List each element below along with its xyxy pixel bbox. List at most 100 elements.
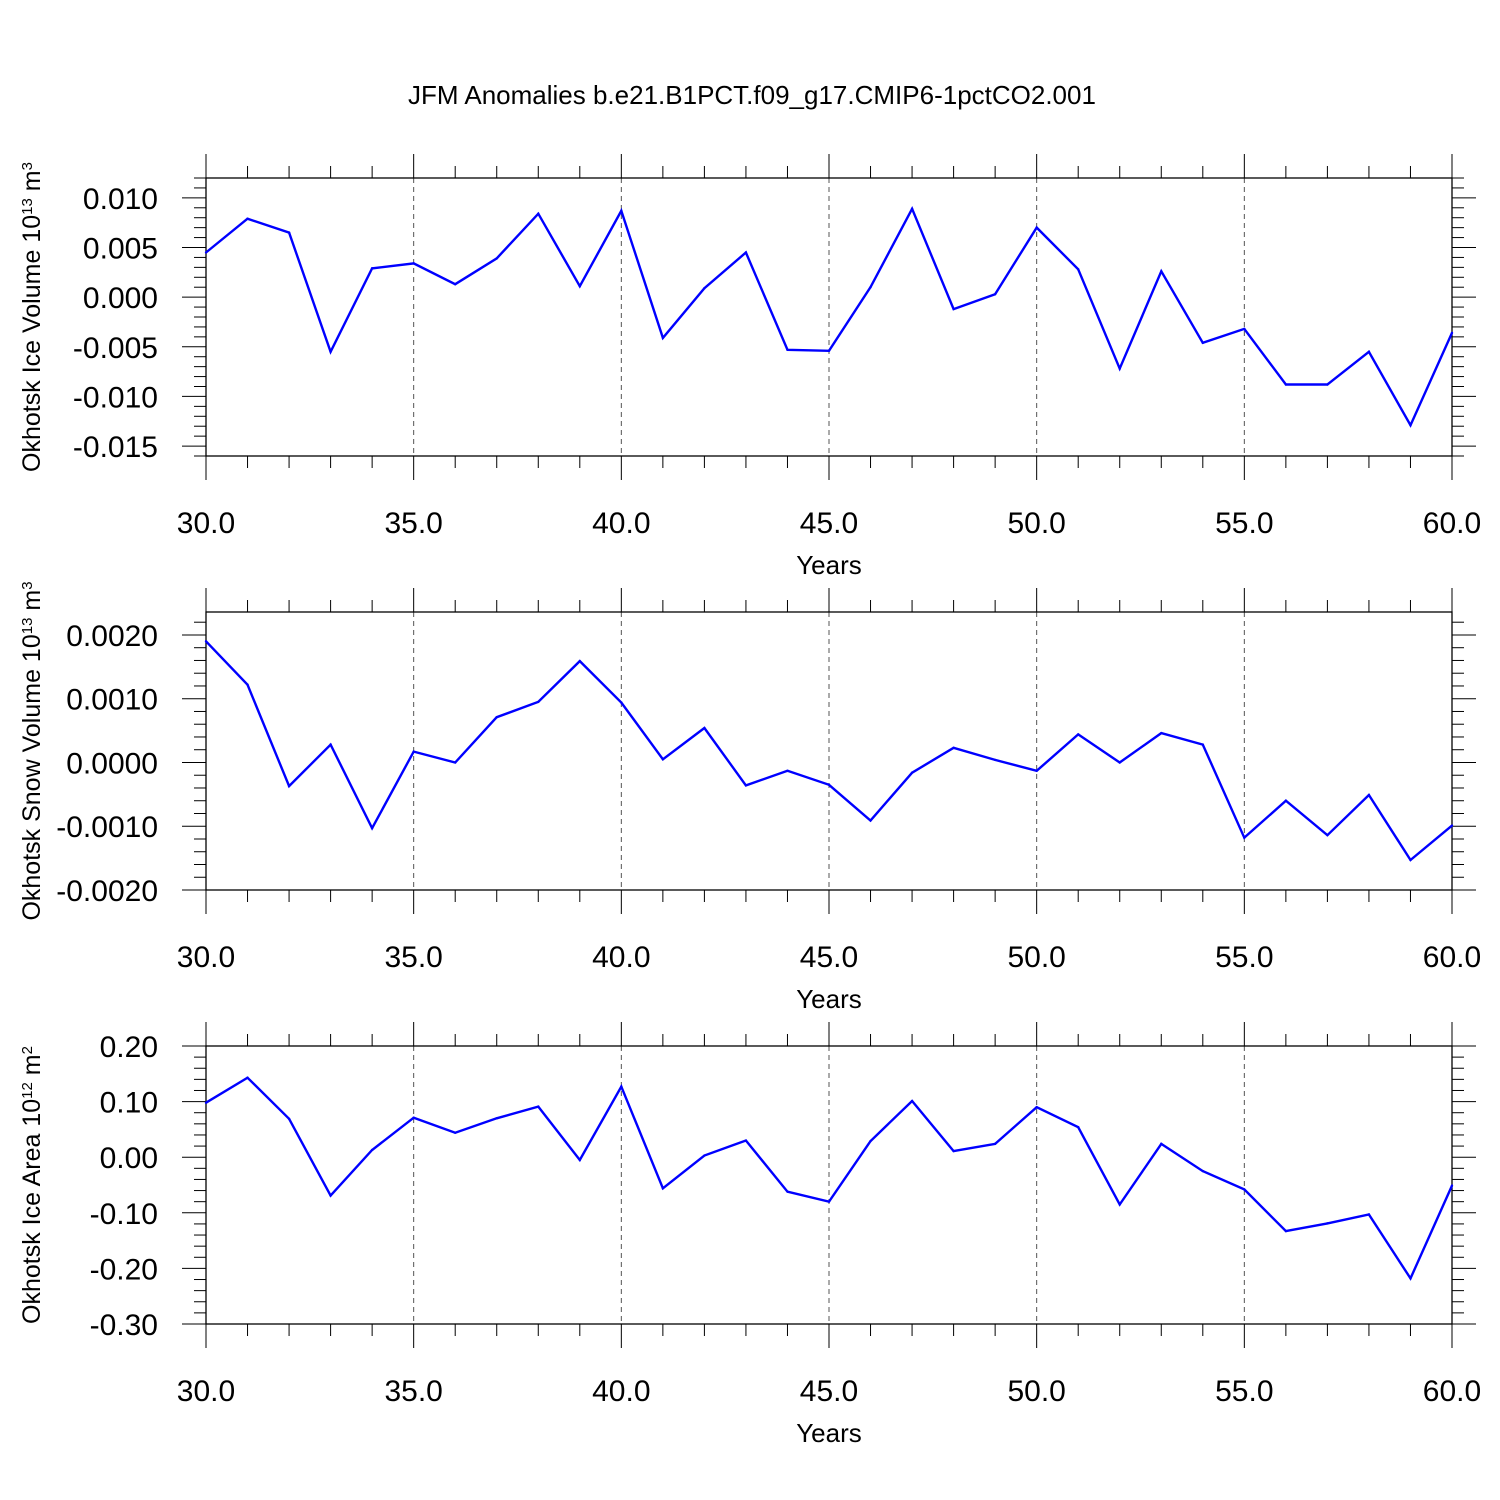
x-axis-label: Years <box>796 550 862 580</box>
y-axis-label-part: Okhotsk Ice Volume 10 <box>18 215 46 472</box>
data-point <box>1077 733 1080 736</box>
data-point <box>1160 731 1163 735</box>
data-point <box>1201 743 1205 746</box>
y-axis-label-superscript: 13 <box>19 198 36 215</box>
y-tick-label: 0.00 <box>100 1142 158 1175</box>
y-axis-label: Okhotsk Ice Area 1012 m2 <box>18 1046 46 1324</box>
data-point <box>412 262 415 265</box>
data-point <box>246 1076 249 1079</box>
y-tick-label: -0.015 <box>73 431 158 464</box>
data-point <box>620 1085 623 1088</box>
data-point <box>578 1158 581 1162</box>
data-point <box>537 1105 540 1108</box>
chart-panel-1: 0.010 0.005 0.000 -0.005 -0.010 -0.015 30.0 35.… <box>18 154 1481 580</box>
x-tick-label: 40.0 <box>592 507 650 540</box>
data-point <box>287 231 291 234</box>
y-tick-label: 0.10 <box>100 1087 158 1120</box>
x-tick-label: 30.0 <box>177 1375 235 1408</box>
y-tick-label: -0.0010 <box>56 811 158 844</box>
data-point <box>1367 793 1371 797</box>
y-axis-label-superscript: 12 <box>19 1082 36 1099</box>
data-point <box>620 209 623 212</box>
data-point <box>827 349 831 352</box>
y-tick-label: 0.0000 <box>66 747 158 780</box>
y-tick-label: 0.0010 <box>66 684 158 717</box>
data-point <box>620 701 623 704</box>
data-point <box>537 212 540 215</box>
y-axis-label-superscript: 2 <box>19 1046 36 1054</box>
y-tick-label: -0.30 <box>90 1309 158 1342</box>
data-point <box>1035 769 1038 772</box>
data-point <box>1450 824 1454 827</box>
data-point <box>952 1149 955 1153</box>
x-tick-label: 50.0 <box>1007 941 1065 974</box>
data-point <box>1326 833 1329 837</box>
data-point <box>744 1139 748 1142</box>
y-axis-label-part: m <box>18 1054 46 1082</box>
data-point <box>495 1117 498 1120</box>
data-point <box>786 1190 789 1193</box>
x-tick-label: 35.0 <box>384 941 442 974</box>
data-point <box>1326 383 1329 386</box>
data-point <box>578 659 581 663</box>
x-tick-label: 50.0 <box>1007 1375 1065 1408</box>
x-tick-label: 55.0 <box>1215 1375 1273 1408</box>
x-tick-label: 35.0 <box>384 507 442 540</box>
data-point <box>204 640 208 643</box>
data-point <box>1284 1229 1288 1233</box>
data-point <box>703 726 706 730</box>
x-tick-label: 45.0 <box>800 1375 858 1408</box>
data-point <box>537 700 540 704</box>
data-point <box>1367 1213 1371 1216</box>
x-tick-label: 30.0 <box>177 941 235 974</box>
x-tick-label: 40.0 <box>592 941 650 974</box>
data-point <box>1077 268 1080 271</box>
y-axis-label-superscript: 13 <box>19 618 36 635</box>
data-point <box>246 683 249 686</box>
y-tick-label: 0.0020 <box>66 620 158 653</box>
data-point <box>412 750 415 753</box>
chart-title: JFM Anomalies b.e21.B1PCT.f09_g17.CMIP6-… <box>408 80 1096 110</box>
data-point <box>246 217 249 220</box>
data-point <box>1450 331 1454 335</box>
data-point <box>1326 1222 1329 1225</box>
data-point <box>1160 1142 1163 1146</box>
data-point <box>370 826 374 830</box>
data-point <box>1409 1277 1412 1280</box>
y-axis-label: Okhotsk Ice Volume 1013 m3 <box>18 162 46 472</box>
y-tick-label: -0.20 <box>90 1253 158 1286</box>
data-point <box>1409 858 1412 862</box>
data-point <box>495 716 498 719</box>
chart-panel-2: 0.0020 0.0010 0.0000 -0.0010 -0.0020 30.0 35.0… <box>18 581 1481 1014</box>
data-point <box>495 257 498 260</box>
data-point <box>1077 1125 1080 1129</box>
x-tick-label: 45.0 <box>800 507 858 540</box>
y-axis-label: Okhotsk Snow Volume 1013 m3 <box>18 581 46 920</box>
y-tick-label: 0.010 <box>83 183 158 216</box>
y-axis-label-part: m <box>18 170 46 198</box>
data-point <box>1450 1184 1454 1187</box>
data-point <box>1243 836 1246 839</box>
y-tick-label: -0.0020 <box>56 875 158 908</box>
data-point <box>993 1142 997 1146</box>
y-tick-label: 0.20 <box>100 1031 158 1064</box>
data-point <box>1118 761 1121 764</box>
data-point <box>993 292 997 296</box>
data-point <box>744 784 748 787</box>
data-point <box>1118 367 1121 370</box>
x-tick-label: 50.0 <box>1007 507 1065 540</box>
data-point <box>454 761 457 764</box>
data-point <box>703 287 706 290</box>
data-point <box>1201 341 1205 345</box>
data-point <box>910 771 914 774</box>
data-point <box>1243 1188 1246 1191</box>
y-axis-label-part: Okhotsk Ice Area 10 <box>18 1099 46 1324</box>
data-point <box>869 1139 872 1143</box>
y-tick-label: 0.005 <box>83 233 158 266</box>
y-tick-label: 0.000 <box>83 282 158 315</box>
y-tick-label: -0.005 <box>73 332 158 365</box>
y-axis-label-part: m <box>18 590 46 618</box>
data-point <box>329 350 332 353</box>
data-point <box>578 285 581 288</box>
